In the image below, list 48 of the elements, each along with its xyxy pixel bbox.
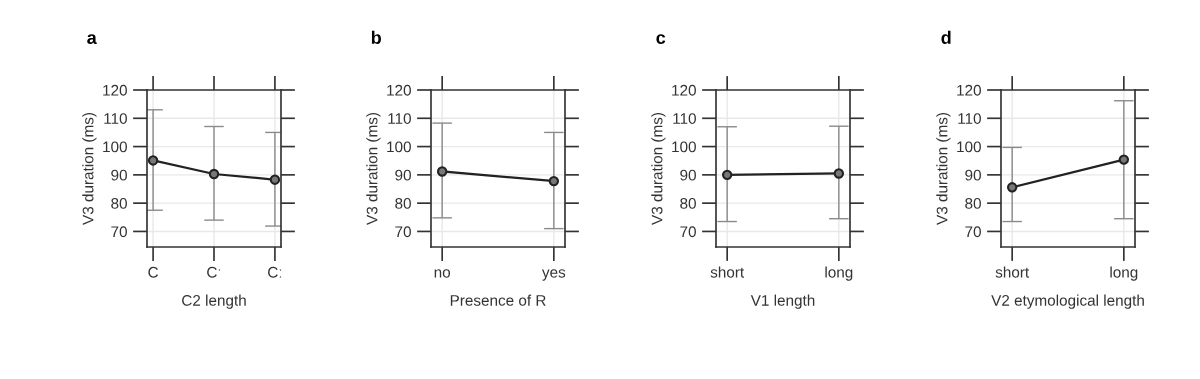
x-axis-title: V2 etymological length	[991, 294, 1144, 309]
y-tick-label: 120	[672, 84, 696, 96]
x-tick-label: long	[1110, 266, 1138, 281]
y-tick-label: 70	[395, 226, 411, 238]
y-tick-label: 110	[104, 113, 127, 124]
chart-title: d	[941, 30, 951, 45]
y-tick-label: 120	[103, 84, 127, 96]
y-tick-label: 70	[965, 226, 981, 238]
y-tick-label: 90	[965, 169, 981, 181]
x-tick-label: short	[995, 266, 1030, 278]
point	[147, 155, 159, 166]
x-tick-label: long	[825, 266, 853, 281]
y-axis-title: V3 duration (ms)	[651, 112, 666, 225]
y-tick-label: 100	[672, 141, 696, 153]
y-tick-label: 80	[680, 198, 696, 209]
y-tick-label: 100	[387, 141, 411, 153]
y-tick-label: 80	[111, 198, 127, 209]
x-tick-label: short	[710, 266, 745, 278]
x-axis-title: C2 length	[182, 294, 246, 309]
x-axis-title: V1 length	[750, 294, 815, 309]
x-tick-label: yes	[541, 269, 566, 281]
x-tick-label: Cː	[268, 266, 282, 278]
chart-title: b	[371, 30, 381, 45]
y-tick-label: 120	[387, 84, 411, 96]
y-tick-label: 90	[680, 169, 696, 181]
y-axis-title: V3 duration (ms)	[366, 112, 381, 225]
y-tick-label: 100	[103, 141, 127, 153]
y-axis-title: V3 duration (ms)	[936, 112, 951, 225]
y-tick-label: 90	[111, 169, 127, 181]
y-tick-label: 110	[673, 113, 696, 124]
y-tick-label: 70	[111, 226, 127, 238]
chart-title: c	[656, 34, 666, 45]
y-tick-label: 100	[957, 141, 981, 153]
x-tick-label: Cˑ	[207, 266, 221, 278]
x-axis-title: Presence of R	[450, 294, 546, 306]
y-tick-label: 80	[395, 198, 411, 209]
y-tick-label: 90	[395, 169, 411, 181]
x-tick-label: C	[148, 266, 159, 278]
point	[208, 168, 220, 180]
y-tick-label: 80	[965, 198, 981, 209]
x-tick-label: no	[434, 269, 451, 278]
y-tick-label: 120	[957, 84, 981, 96]
y-tick-label: 110	[388, 113, 411, 124]
y-axis-title: V3 duration (ms)	[82, 112, 97, 225]
y-tick-label: 110	[958, 113, 981, 124]
point	[269, 174, 281, 185]
chart-title: a	[87, 34, 97, 45]
y-tick-label: 70	[680, 226, 696, 238]
